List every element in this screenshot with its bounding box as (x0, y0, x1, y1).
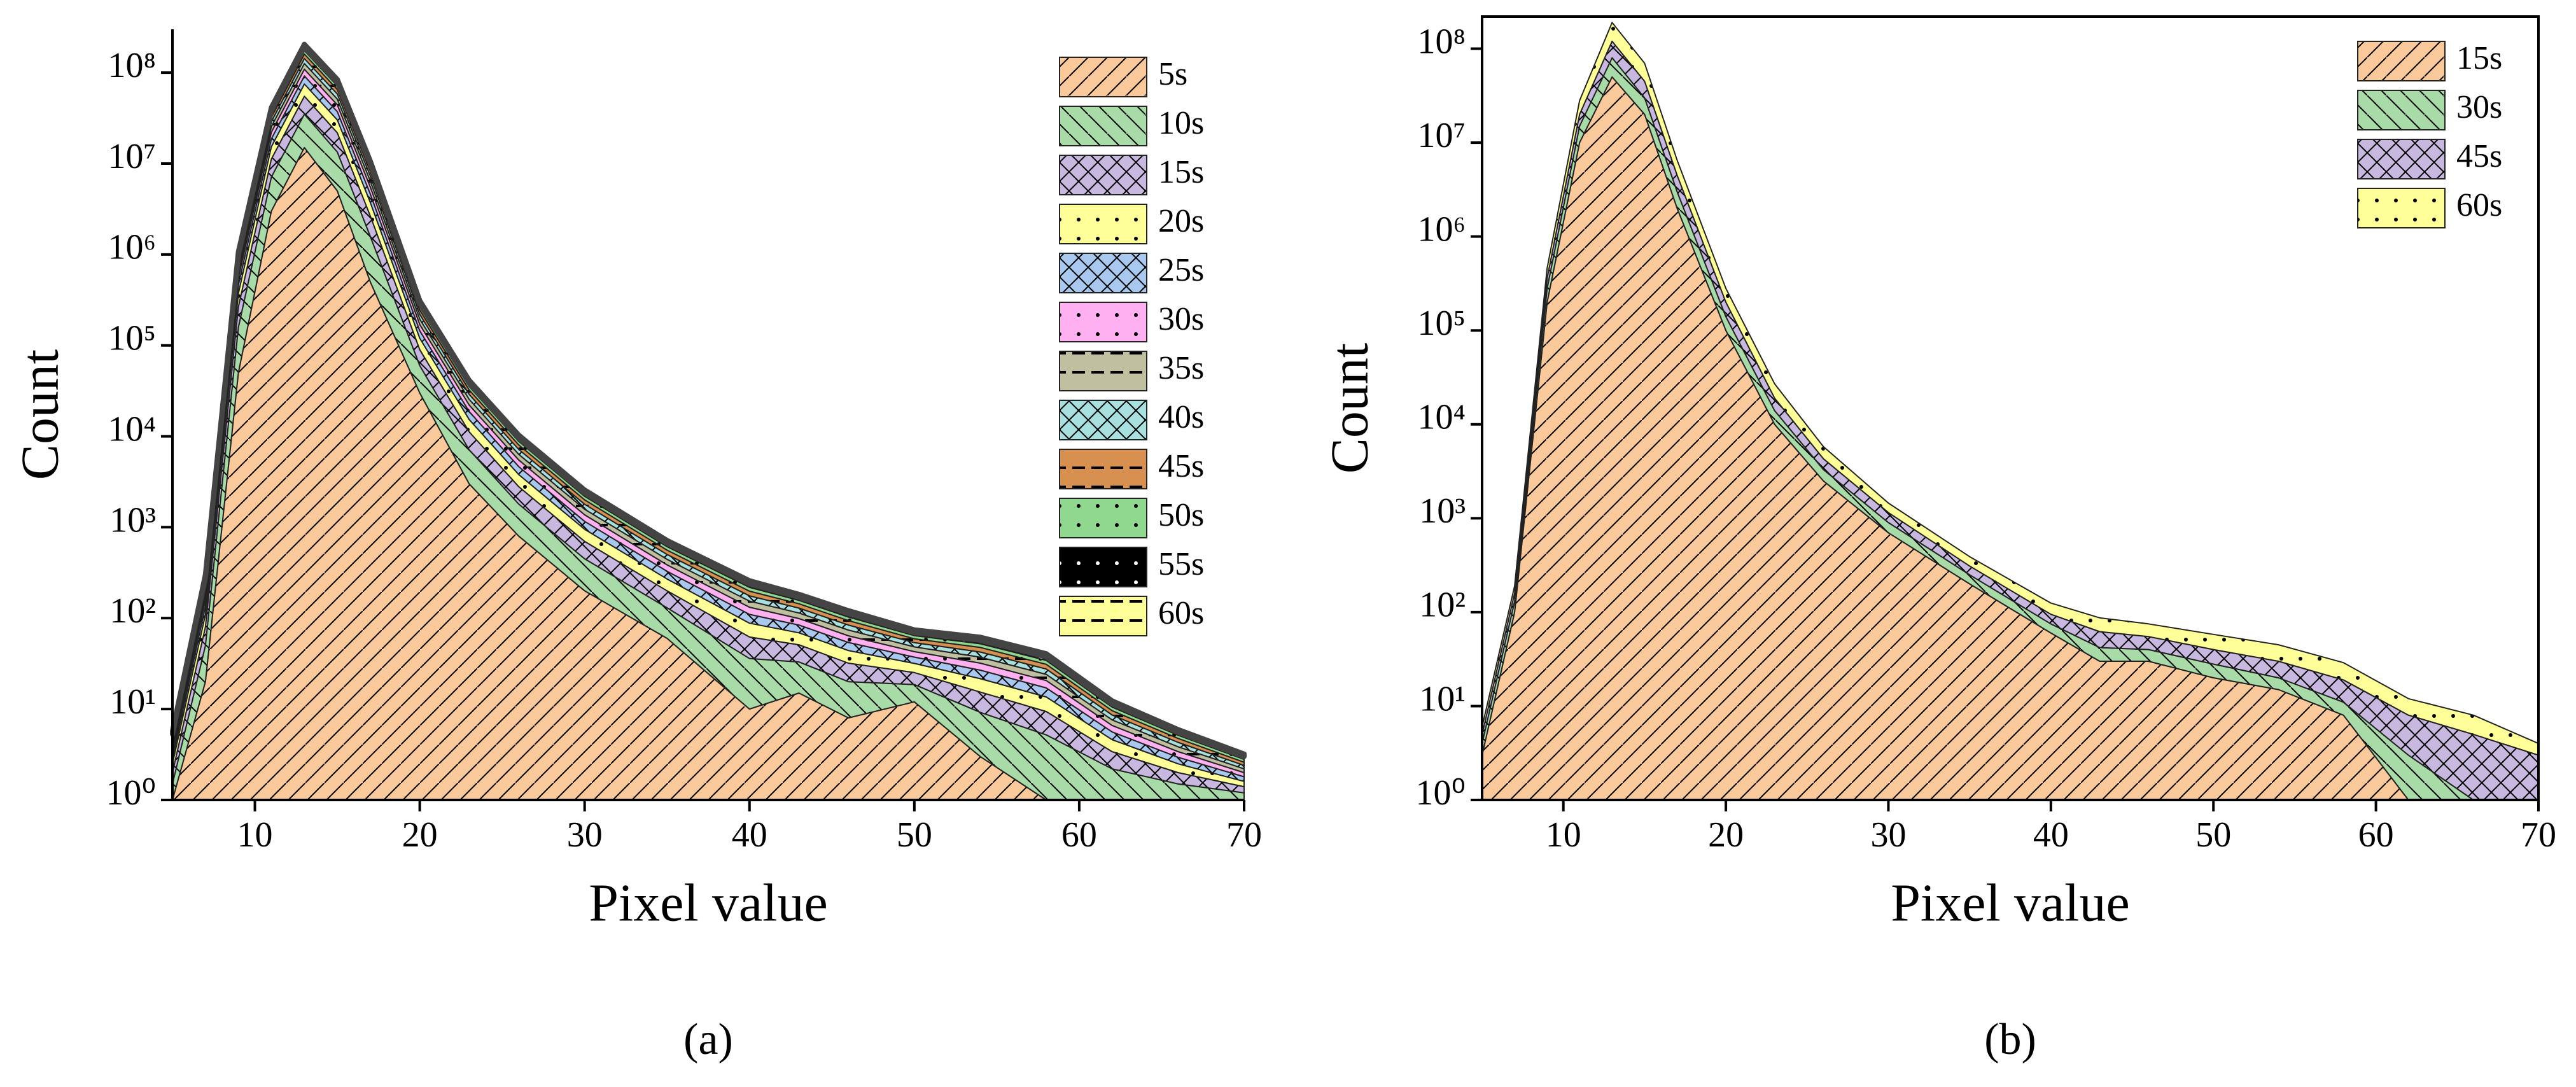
legend-swatch (1059, 106, 1147, 146)
legend-swatch (1059, 351, 1147, 391)
x-tick-label: 30 (567, 815, 603, 855)
x-tick-label: 30 (1870, 815, 1906, 855)
x-axis-label: Pixel value (1891, 873, 2130, 932)
legend-label: 15s (1158, 154, 1204, 190)
legend-swatch (2357, 90, 2446, 130)
y-tick-label: 10⁵ (108, 319, 156, 358)
y-tick-label: 10² (109, 591, 156, 631)
y-tick-label: 10⁶ (108, 228, 156, 267)
y-tick-label: 10³ (109, 500, 156, 540)
y-tick-label: 10⁸ (108, 46, 156, 85)
legend-label: 35s (1158, 350, 1204, 386)
y-tick-label: 10⁴ (1417, 398, 1466, 437)
legend-swatch (1059, 253, 1147, 293)
legend-label: 10s (1158, 105, 1204, 141)
legend-swatch (1059, 155, 1147, 195)
legend-label: 25s (1158, 252, 1204, 288)
y-tick-label: 10⁶ (1417, 209, 1466, 249)
legend-label: 30s (2456, 89, 2502, 125)
x-tick-label: 50 (2195, 815, 2231, 855)
y-tick-label: 10⁸ (1417, 22, 1466, 61)
legend-label: 5s (1158, 56, 1187, 92)
x-tick-label: 60 (2358, 815, 2394, 855)
legend-label: 20s (1158, 203, 1204, 239)
x-tick-label: 20 (402, 815, 438, 855)
x-tick-label: 40 (2033, 815, 2069, 855)
legend-swatch (1059, 596, 1147, 636)
legend-swatch (1059, 400, 1147, 440)
legend-swatch (1059, 449, 1147, 489)
x-tick-label: 10 (1546, 815, 1581, 855)
legend-swatch (2357, 188, 2446, 228)
x-tick-label: 70 (2521, 815, 2556, 855)
stacked-area (170, 41, 1247, 759)
legend-label: 45s (1158, 448, 1204, 484)
legend-swatch (1059, 57, 1147, 97)
y-tick-label: 10¹ (1419, 679, 1466, 719)
y-tick-label: 10⁷ (1417, 116, 1466, 155)
x-tick-label: 70 (1226, 815, 1262, 855)
x-tick-label: 10 (237, 815, 273, 855)
legend-swatch (2357, 139, 2446, 179)
legend-swatch (1059, 498, 1147, 538)
legend-label: 30s (1158, 301, 1204, 337)
y-axis-label: Count (1320, 343, 1379, 473)
y-tick-label: 10⁵ (1417, 304, 1466, 343)
x-tick-label: 50 (897, 815, 932, 855)
legend-swatch (1059, 547, 1147, 587)
y-tick-label: 10⁰ (106, 773, 156, 813)
x-tick-label: 40 (732, 815, 767, 855)
legend-label: 50s (1158, 497, 1204, 533)
panel-caption: (b) (1984, 1015, 2036, 1064)
legend-swatch (1059, 204, 1147, 244)
legend-swatch (1059, 302, 1147, 342)
legend-label: 15s (2456, 40, 2502, 76)
y-tick-label: 10² (1419, 586, 1466, 625)
y-tick-label: 10¹ (109, 682, 156, 722)
y-axis-label: Count (10, 349, 69, 480)
x-axis-label: Pixel value (589, 873, 828, 932)
legend-label: 60s (1158, 595, 1204, 631)
y-tick-label: 10⁷ (108, 137, 156, 176)
legend-label: 55s (1158, 546, 1204, 582)
legend-label: 60s (2456, 187, 2502, 223)
panel-caption: (a) (683, 1015, 733, 1064)
legend-label: 40s (1158, 399, 1204, 435)
legend-swatch (2357, 41, 2446, 81)
y-tick-label: 10³ (1419, 491, 1466, 531)
legend-label: 45s (2456, 138, 2502, 174)
x-tick-label: 20 (1708, 815, 1744, 855)
x-tick-label: 60 (1061, 815, 1097, 855)
y-tick-label: 10⁴ (108, 409, 156, 449)
plot-frame (1481, 15, 2540, 801)
y-tick-label: 10⁰ (1416, 773, 1466, 813)
